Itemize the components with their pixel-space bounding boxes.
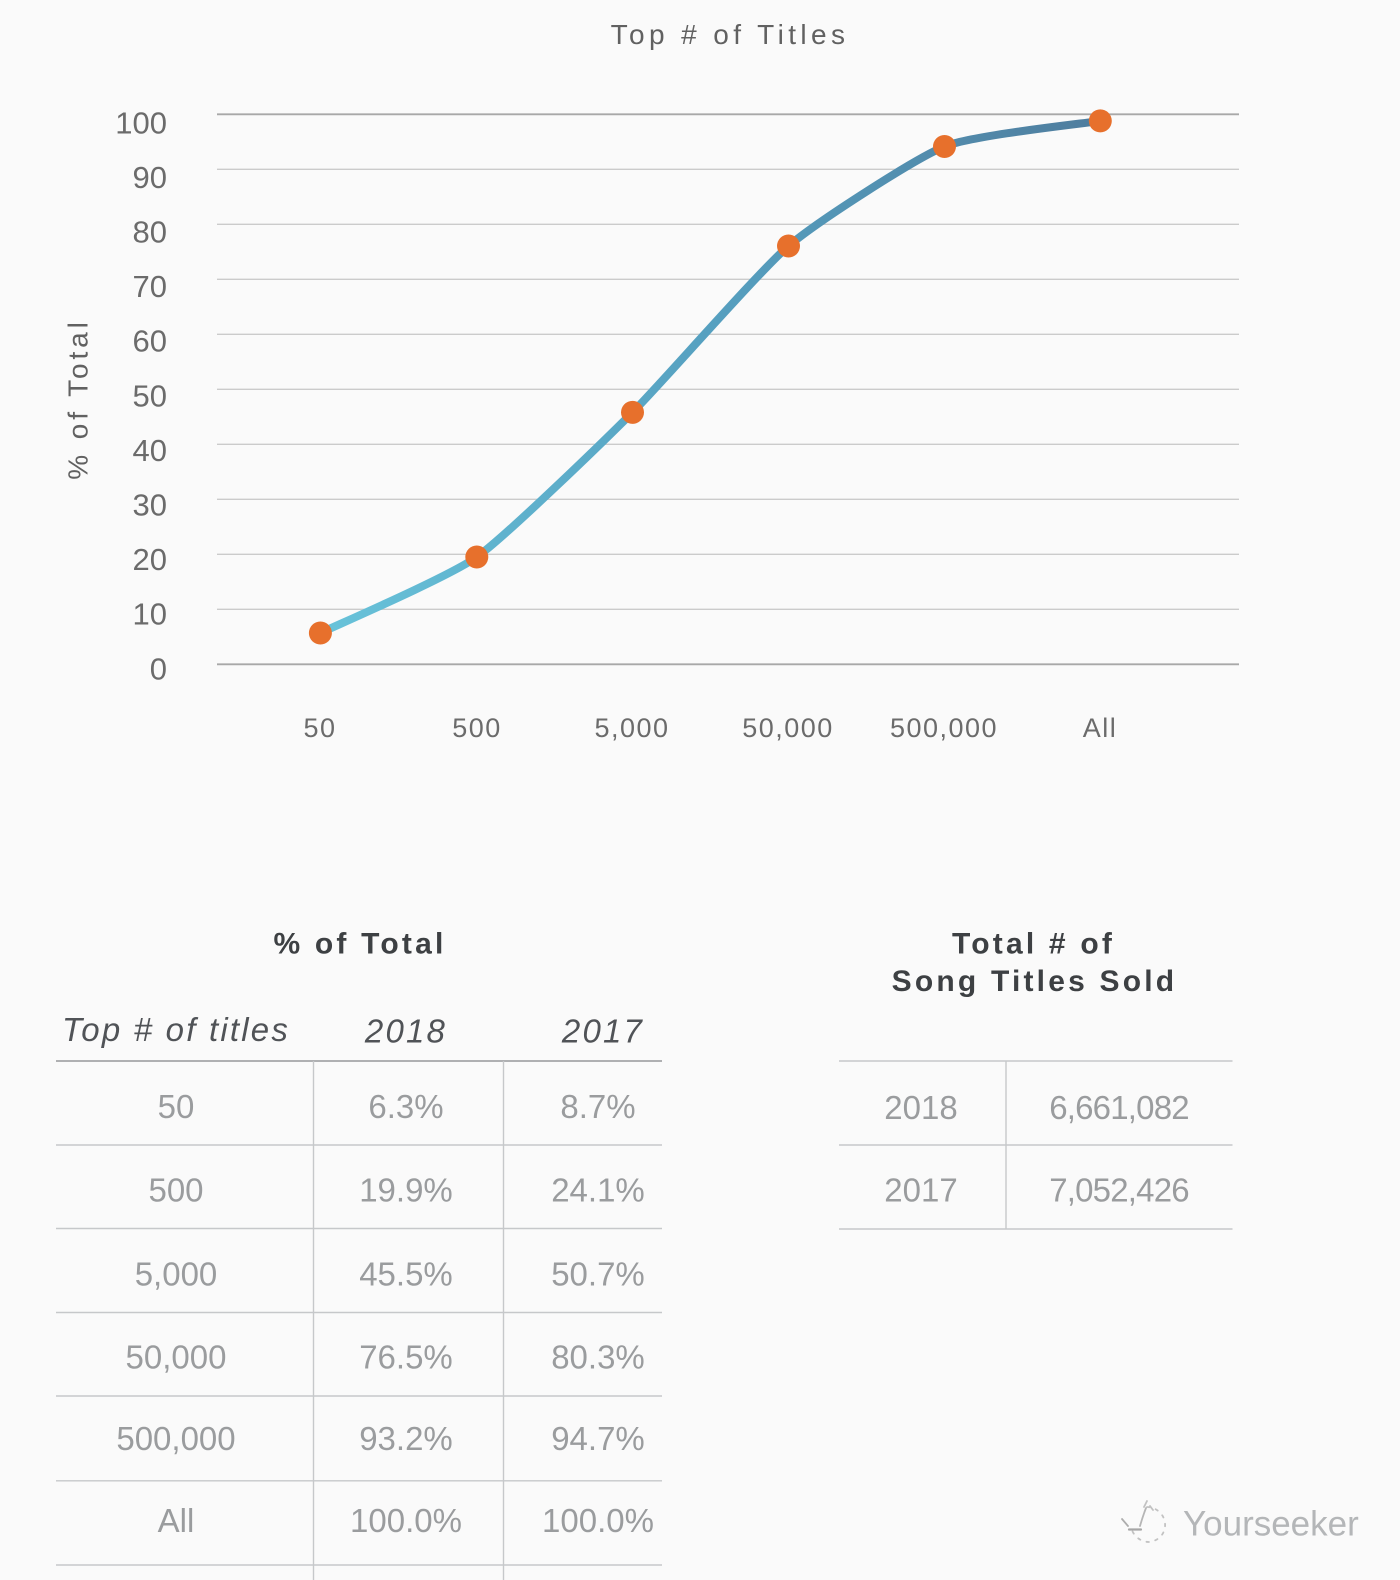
svg-text:8.7%: 8.7% [560,1088,635,1125]
svg-text:% of Total: % of Total [63,318,94,479]
svg-text:500,000: 500,000 [890,713,998,743]
svg-text:100: 100 [115,106,167,141]
svg-text:30: 30 [133,488,167,523]
svg-text:Song Titles Sold: Song Titles Sold [892,965,1178,998]
svg-text:10: 10 [133,597,167,632]
svg-text:5,000: 5,000 [135,1256,218,1293]
svg-text:50: 50 [158,1088,195,1125]
svg-text:93.2%: 93.2% [359,1420,453,1457]
svg-text:All: All [158,1502,195,1539]
svg-text:2018: 2018 [364,1013,447,1050]
svg-text:40: 40 [133,433,167,468]
svg-text:70: 70 [133,269,167,304]
svg-text:2017: 2017 [561,1013,644,1050]
svg-text:100.0%: 100.0% [542,1502,654,1539]
svg-text:2018: 2018 [884,1089,957,1126]
svg-text:94.7%: 94.7% [551,1420,645,1457]
svg-text:100.0%: 100.0% [350,1502,462,1539]
svg-text:Top # of titles: Top # of titles [62,1011,290,1048]
svg-text:% of Total: % of Total [273,928,446,961]
svg-text:6,661,082: 6,661,082 [1049,1089,1189,1126]
svg-text:76.5%: 76.5% [359,1339,453,1376]
svg-text:6.3%: 6.3% [368,1088,443,1125]
svg-text:Top # of Titles: Top # of Titles [611,19,850,50]
svg-text:50.7%: 50.7% [551,1256,645,1293]
svg-text:0: 0 [150,652,167,687]
svg-text:20: 20 [133,542,167,577]
svg-text:5,000: 5,000 [594,713,669,743]
svg-text:2017: 2017 [884,1172,957,1209]
svg-text:90: 90 [133,160,167,195]
svg-text:50: 50 [303,713,336,743]
svg-text:50: 50 [133,379,167,414]
svg-text:50,000: 50,000 [742,713,834,743]
svg-text:80.3%: 80.3% [551,1339,645,1376]
svg-text:19.9%: 19.9% [359,1172,453,1209]
svg-text:500,000: 500,000 [116,1420,235,1457]
svg-text:Yourseeker: Yourseeker [1183,1505,1359,1544]
svg-text:7,052,426: 7,052,426 [1049,1172,1189,1209]
svg-text:45.5%: 45.5% [359,1256,453,1293]
svg-text:24.1%: 24.1% [551,1172,645,1209]
svg-text:Total # of: Total # of [952,928,1115,961]
svg-text:80: 80 [133,215,167,250]
svg-text:50,000: 50,000 [126,1339,227,1376]
svg-text:500: 500 [452,713,502,743]
svg-text:All: All [1083,713,1118,743]
svg-text:500: 500 [148,1172,203,1209]
svg-text:60: 60 [133,324,167,359]
